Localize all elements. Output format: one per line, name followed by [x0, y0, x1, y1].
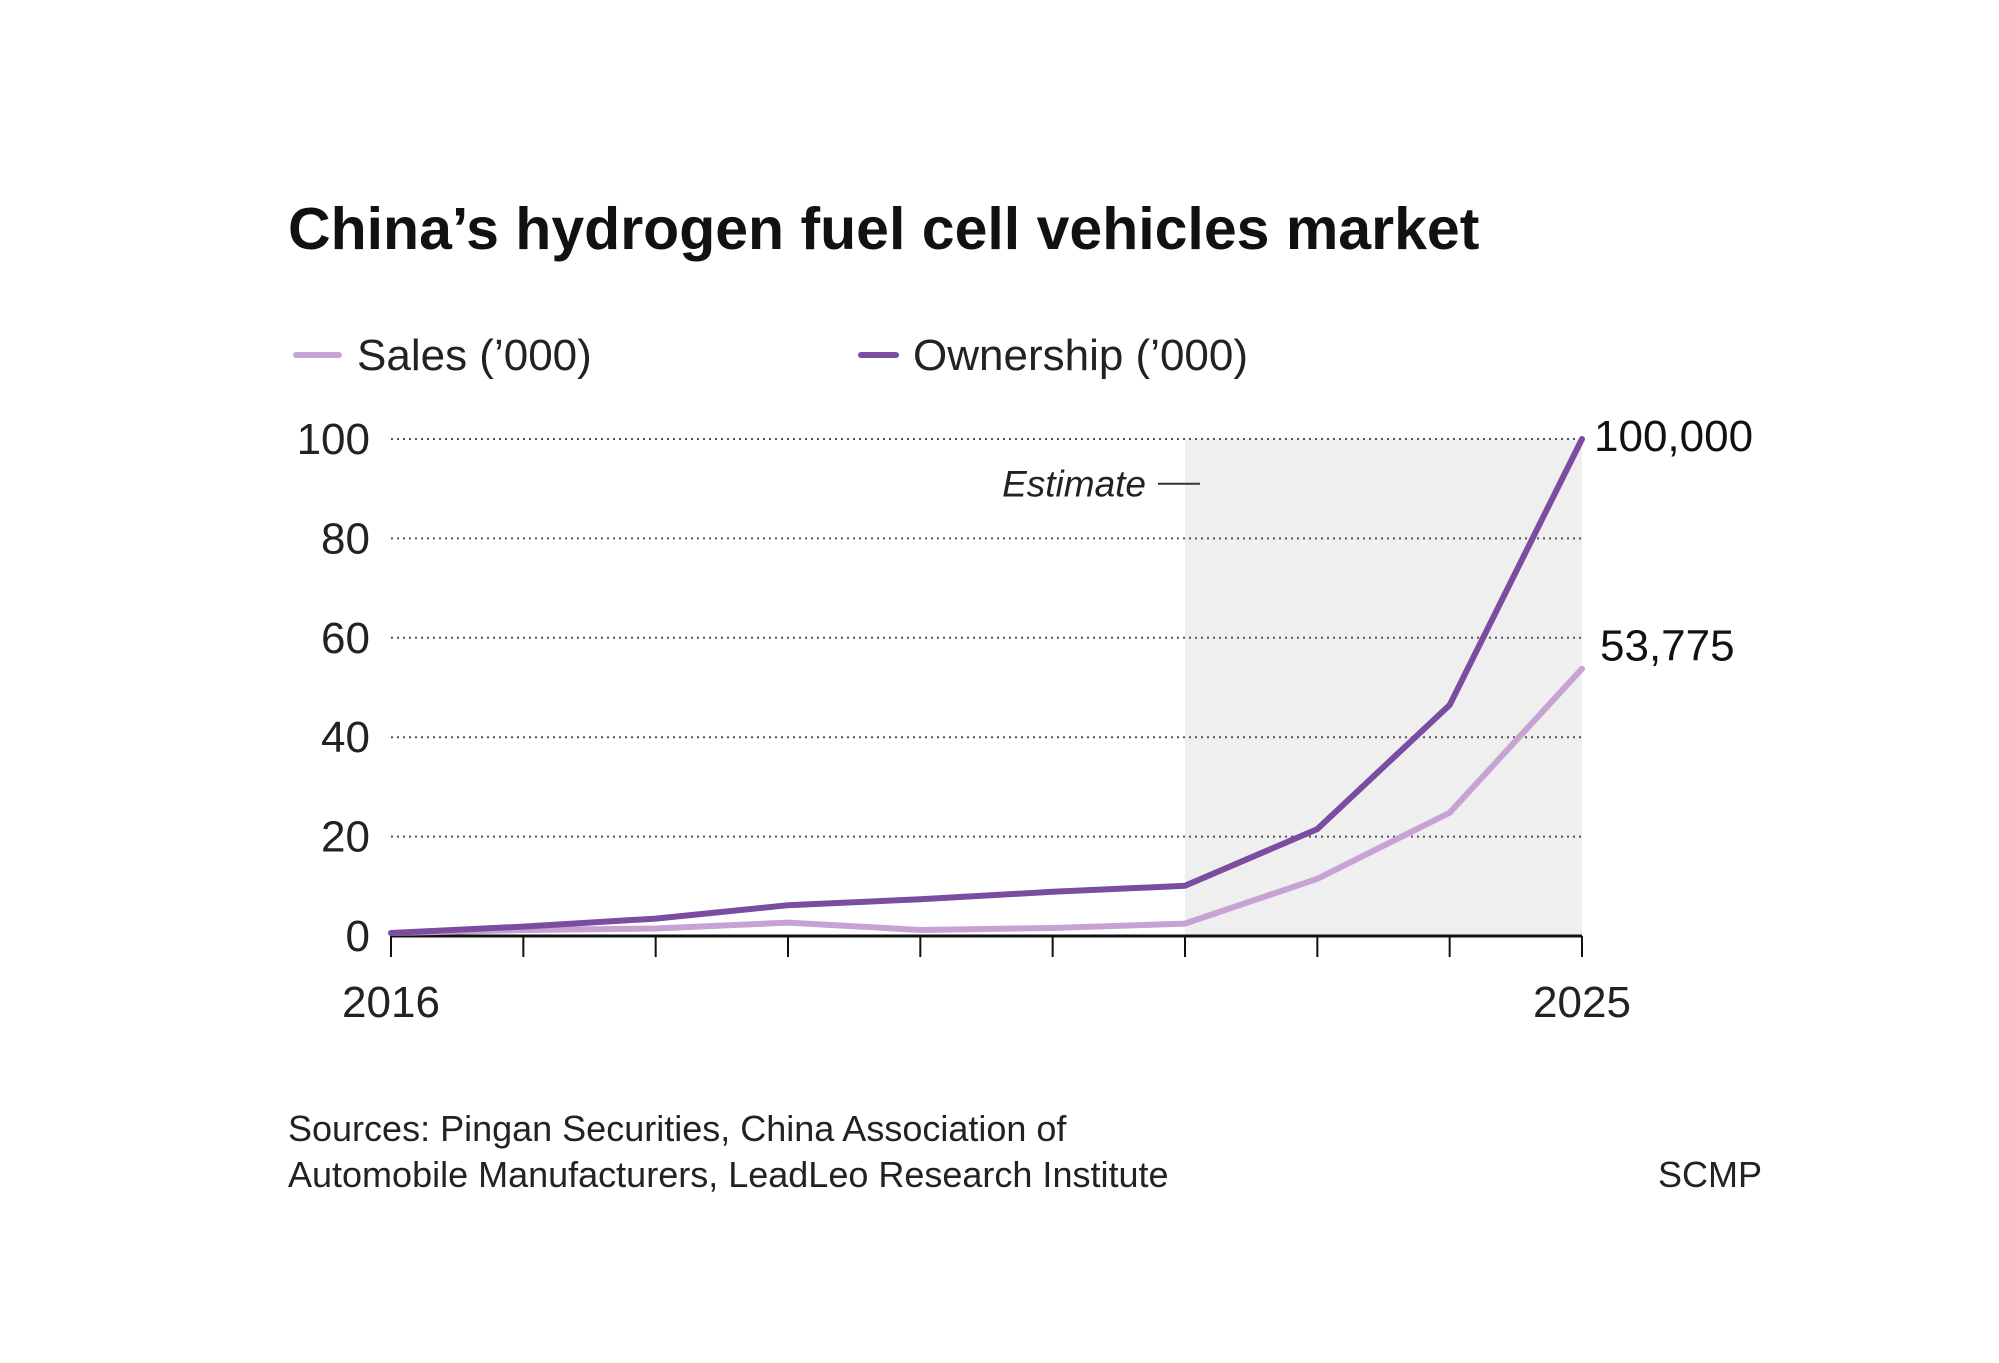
series-line-sales — [388, 665, 1585, 936]
credit-label: SCMP — [1658, 1154, 1762, 1195]
x-tick-label-2025: 2025 — [1533, 978, 1631, 1027]
source-line-2: Automobile Manufacturers, LeadLeo Resear… — [288, 1154, 1169, 1195]
legend-label-ownership: Ownership (’000) — [913, 331, 1248, 380]
x-axis-ticks — [390, 936, 1583, 957]
chart-title: China’s hydrogen fuel cell vehicles mark… — [288, 196, 1479, 262]
y-tick-label-80: 80 — [321, 514, 370, 563]
y-tick-label-0: 0 — [346, 912, 370, 961]
gridlines — [391, 438, 1582, 838]
y-tick-label-20: 20 — [321, 813, 370, 862]
end-label-sales: 53,775 — [1600, 622, 1735, 671]
x-tick-label-2016: 2016 — [342, 978, 440, 1027]
series-line-ownership — [388, 436, 1585, 936]
estimate-region — [1185, 439, 1582, 936]
legend-label-sales: Sales (’000) — [357, 331, 592, 380]
y-tick-label-40: 40 — [321, 713, 370, 762]
end-label-ownership: 100,000 — [1594, 412, 1753, 461]
source-line-1: Sources: Pingan Securities, China Associ… — [288, 1108, 1067, 1149]
estimate-label: Estimate — [1002, 464, 1146, 505]
y-axis-labels: 0 20 40 60 80 100 — [297, 415, 370, 961]
y-tick-label-60: 60 — [321, 614, 370, 663]
y-tick-label-100: 100 — [297, 415, 370, 464]
